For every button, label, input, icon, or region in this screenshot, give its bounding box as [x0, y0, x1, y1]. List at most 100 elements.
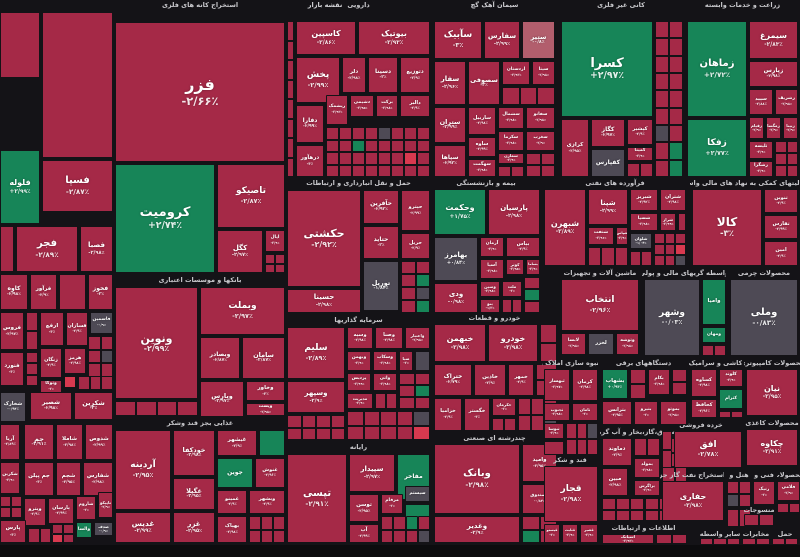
stock-tile-small[interactable] — [655, 55, 669, 73]
stock-tile[interactable] — [415, 351, 430, 371]
stock-tile[interactable]: فخوز -۳٪ — [88, 274, 113, 310]
stock-tile-small[interactable] — [89, 376, 102, 390]
stock-tile-small[interactable] — [669, 90, 683, 108]
stock-tile-small[interactable] — [531, 398, 544, 415]
stock-tile[interactable]: وامیا — [702, 279, 726, 325]
stock-tile-small[interactable] — [287, 415, 302, 428]
stock-tile[interactable]: دفارا -۲/۹۹٪ — [296, 105, 324, 143]
stock-tile-small[interactable] — [339, 164, 352, 177]
stock-tile-small[interactable] — [641, 251, 652, 266]
stock-tile-small[interactable] — [339, 152, 352, 165]
stock-tile[interactable]: پردیس -۲/۹۹٪ — [347, 373, 371, 391]
stock-tile-small[interactable] — [630, 251, 641, 266]
stock-tile[interactable]: فجر -۲/۸۹٪ — [16, 226, 78, 272]
stock-tile[interactable]: هرمز -۲/۹۸٪ — [64, 348, 86, 374]
stock-tile-small[interactable] — [726, 538, 740, 545]
stock-tile-small[interactable] — [672, 382, 687, 395]
stock-tile-small[interactable] — [347, 425, 364, 440]
stock-tile-small[interactable] — [365, 127, 378, 140]
stock-tile-small[interactable] — [540, 153, 555, 165]
stock-tile-small[interactable] — [417, 139, 430, 152]
stock-tile[interactable]: فرآور -۲/۹٪ — [30, 274, 57, 310]
stock-tile-small[interactable] — [386, 393, 397, 409]
stock-tile[interactable]: فلوله +۲/۹۹٪ — [0, 150, 40, 224]
stock-tile-small[interactable] — [100, 363, 113, 377]
stock-tile-small[interactable] — [727, 481, 739, 494]
stock-tile-small[interactable] — [727, 494, 739, 507]
stock-tile[interactable]: جم پیلن -۳٪ — [24, 462, 54, 496]
stock-tile[interactable]: وخاور -۳٪ — [246, 381, 285, 401]
stock-tile-small[interactable] — [731, 411, 743, 418]
stock-tile-small[interactable] — [417, 127, 430, 140]
stock-tile[interactable]: وملی -۰/۸۳٪ — [730, 279, 798, 356]
stock-tile-small[interactable] — [675, 244, 686, 255]
stock-tile[interactable]: قشیر -۲/۹٪ — [580, 524, 598, 543]
stock-tile[interactable]: خزامیا -۲/۹٪ — [434, 398, 462, 431]
stock-tile-small[interactable] — [413, 425, 430, 440]
stock-tile-small[interactable] — [417, 152, 430, 165]
stock-tile-small[interactable] — [544, 441, 564, 455]
stock-tile-small[interactable] — [78, 376, 90, 390]
stock-tile-small[interactable] — [512, 299, 522, 313]
stock-tile[interactable]: خکرمان -۳٪ — [492, 398, 516, 416]
stock-tile-small[interactable] — [316, 415, 331, 428]
stock-tile-small[interactable] — [700, 538, 714, 545]
stock-tile[interactable]: کساوه -۲/۹۸٪ — [691, 369, 717, 397]
stock-tile[interactable]: سفارس -۲/۹۹٪ — [484, 21, 520, 59]
stock-tile-small[interactable] — [662, 449, 672, 468]
stock-tile[interactable]: وصنا -۲/۹۸٪ — [375, 327, 403, 349]
stock-tile[interactable]: خودکفا -۲/۹۸٪ — [173, 430, 215, 476]
stock-tile-small[interactable] — [273, 516, 285, 530]
stock-tile[interactable] — [0, 226, 14, 272]
stock-tile-small[interactable] — [630, 384, 646, 399]
stock-tile-small[interactable] — [647, 438, 660, 456]
stock-tile-small[interactable] — [287, 21, 294, 41]
stock-tile-small[interactable] — [287, 79, 294, 99]
stock-tile-small[interactable] — [744, 514, 759, 526]
stock-tile-small[interactable] — [417, 164, 430, 177]
stock-tile-small[interactable] — [518, 414, 531, 431]
stock-tile[interactable]: ملت -۳٪ — [502, 281, 522, 297]
stock-tile[interactable]: نیان -۲/۹۵٪ — [746, 369, 798, 416]
stock-tile[interactable]: ثجنوب -۲/۹۸٪ — [544, 403, 570, 421]
stock-tile-small[interactable] — [287, 157, 294, 177]
stock-tile-small[interactable] — [576, 439, 588, 455]
stock-tile-small[interactable] — [275, 254, 285, 264]
stock-tile-small[interactable] — [414, 397, 430, 409]
stock-tile-small[interactable] — [634, 438, 647, 456]
stock-tile[interactable]: سیستم — [405, 486, 430, 502]
stock-tile[interactable]: شخارک -۰/۹۴٪ — [0, 392, 26, 422]
stock-tile-small[interactable] — [727, 509, 739, 527]
stock-tile[interactable]: کاسپین -۲/۸۶٪ — [296, 21, 356, 55]
stock-tile[interactable]: حریل -۲/۹٪ — [401, 233, 430, 259]
stock-tile-small[interactable] — [669, 21, 683, 39]
stock-tile[interactable]: فاسمین -۰/۹٪ — [90, 312, 113, 334]
stock-tile[interactable]: دلر -۲/۹۸٪ — [342, 57, 366, 93]
stock-tile[interactable]: ونوین -۲/۹۹٪ — [115, 287, 198, 399]
stock-tile-small[interactable] — [249, 529, 261, 543]
stock-tile[interactable]: واتی -۲/۹۸٪ — [373, 373, 397, 391]
stock-tile-small[interactable] — [399, 397, 415, 409]
stock-tile[interactable]: چکاوه -۲/۹۱٪ — [746, 429, 798, 466]
stock-tile[interactable]: شدوص -۲/۹۹٪ — [85, 424, 113, 460]
stock-tile[interactable]: ختراک -۲/۷۹٪ — [434, 364, 472, 396]
stock-tile[interactable]: غمینو -۲/۹٪ — [217, 490, 247, 514]
stock-tile[interactable]: فلامی -۲/۹٪ — [777, 481, 800, 501]
stock-tile-small[interactable] — [339, 127, 352, 140]
stock-tile[interactable]: دشیمی -۲/۹۵٪ — [350, 95, 374, 117]
stock-tile-small[interactable] — [655, 159, 669, 177]
stock-tile-small[interactable] — [775, 141, 787, 153]
stock-tile[interactable]: زشگزا -۲/۹٪ — [749, 161, 773, 177]
stock-tile[interactable]: فروس -۲/۹۷٪ — [0, 312, 24, 350]
stock-tile[interactable]: توسن -۲/۹۵٪ — [349, 494, 379, 522]
stock-tile[interactable]: بمولد -۲/۹۸٪ — [634, 458, 660, 478]
stock-tile[interactable]: فسازان -۲/۹٪ — [66, 312, 88, 346]
stock-tile[interactable]: وتوشه -۲/۹۸٪ — [616, 333, 639, 355]
stock-tile-small[interactable] — [788, 503, 800, 513]
stock-tile[interactable]: حفاری -۲/۹۸٪ — [662, 481, 724, 521]
stock-tile[interactable]: پارس -۳٪ — [0, 520, 26, 543]
stock-tile-small[interactable] — [588, 247, 602, 266]
stock-tile-small[interactable] — [301, 415, 316, 428]
stock-tile[interactable]: رنیک -۳٪ — [753, 481, 775, 505]
stock-tile[interactable]: سامان -۲/۸۷٪ — [242, 337, 285, 379]
